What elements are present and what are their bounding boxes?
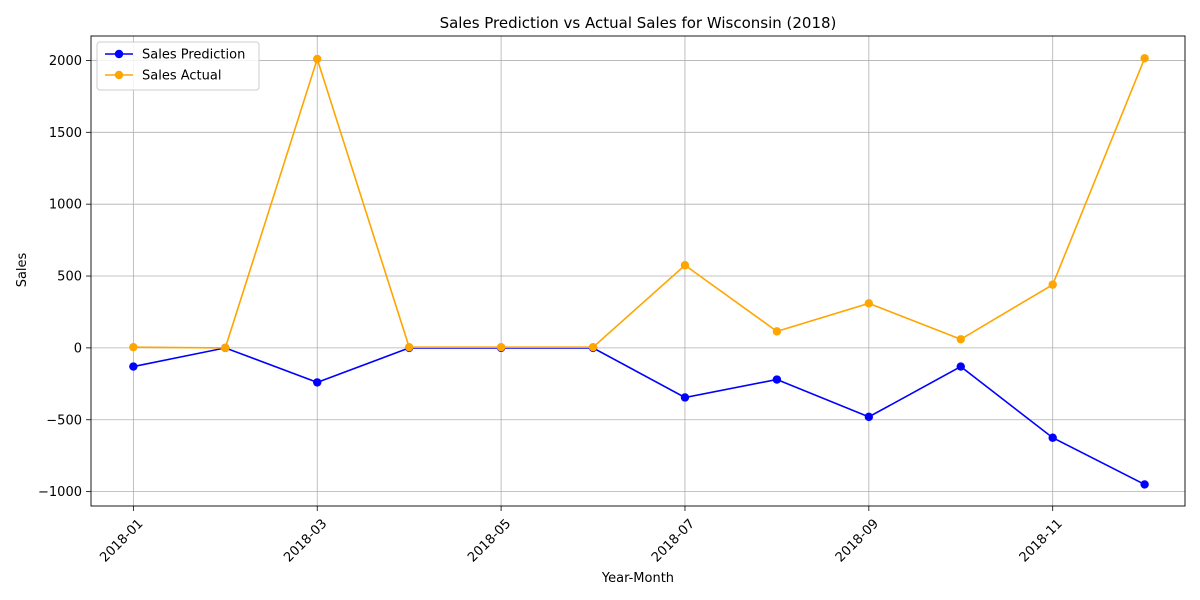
data-point [1048,433,1057,442]
x-tick-label: 2018-05 [465,516,514,565]
data-point [129,342,138,352]
plot-frame [90,35,1186,507]
y-tick-label: 2000 [49,54,82,69]
legend-label: Sales Prediction [142,48,245,63]
legend-marker [114,49,124,59]
data-point [588,342,598,352]
legend-item: Sales Actual [105,69,221,84]
data-point [864,412,874,422]
data-point [221,343,230,353]
data-point [772,327,782,336]
x-tick-label: 2018-11 [1017,516,1066,565]
series-line [133,56,1146,349]
series-line [133,347,1145,486]
data-point [496,342,506,352]
y-tick-label: −1000 [38,485,82,500]
grid-lines [91,36,1185,506]
data-point [313,54,322,64]
data-point [864,299,874,308]
legend-item: Sales Prediction [105,48,245,63]
y-tick-label: 1500 [49,126,82,141]
x-tick-label: 2018-01 [97,516,146,565]
legend-marker [114,70,124,80]
series-sales-actual [129,54,1149,353]
data-point [1048,280,1057,289]
data-point [313,378,322,387]
x-tick-label: 2018-09 [833,516,882,565]
legend-label: Sales Actual [142,69,221,84]
data-point [680,261,690,270]
data-point [956,362,965,371]
y-tick-label: 1000 [49,198,82,213]
legend-box [96,41,260,91]
data-point [680,393,690,402]
y-tick-label: −500 [46,413,82,428]
data-point [772,375,782,384]
data-point [956,335,965,344]
x-axis-title: Year-Month [601,571,674,586]
y-tick-label: 0 [74,341,82,356]
y-axis-title: Sales [15,252,30,287]
series-sales-prediction [129,343,1149,489]
data-point [1140,480,1149,489]
y-tick-label: 500 [57,270,82,285]
data-point [129,362,138,371]
chart-title: Sales Prediction vs Actual Sales for Wis… [440,14,837,32]
x-tick-label: 2018-03 [281,516,330,565]
legend: Sales Prediction Sales Actual [96,41,260,91]
data-point [404,342,414,352]
x-tick-label: 2018-07 [649,516,698,565]
data-point [1140,54,1149,63]
